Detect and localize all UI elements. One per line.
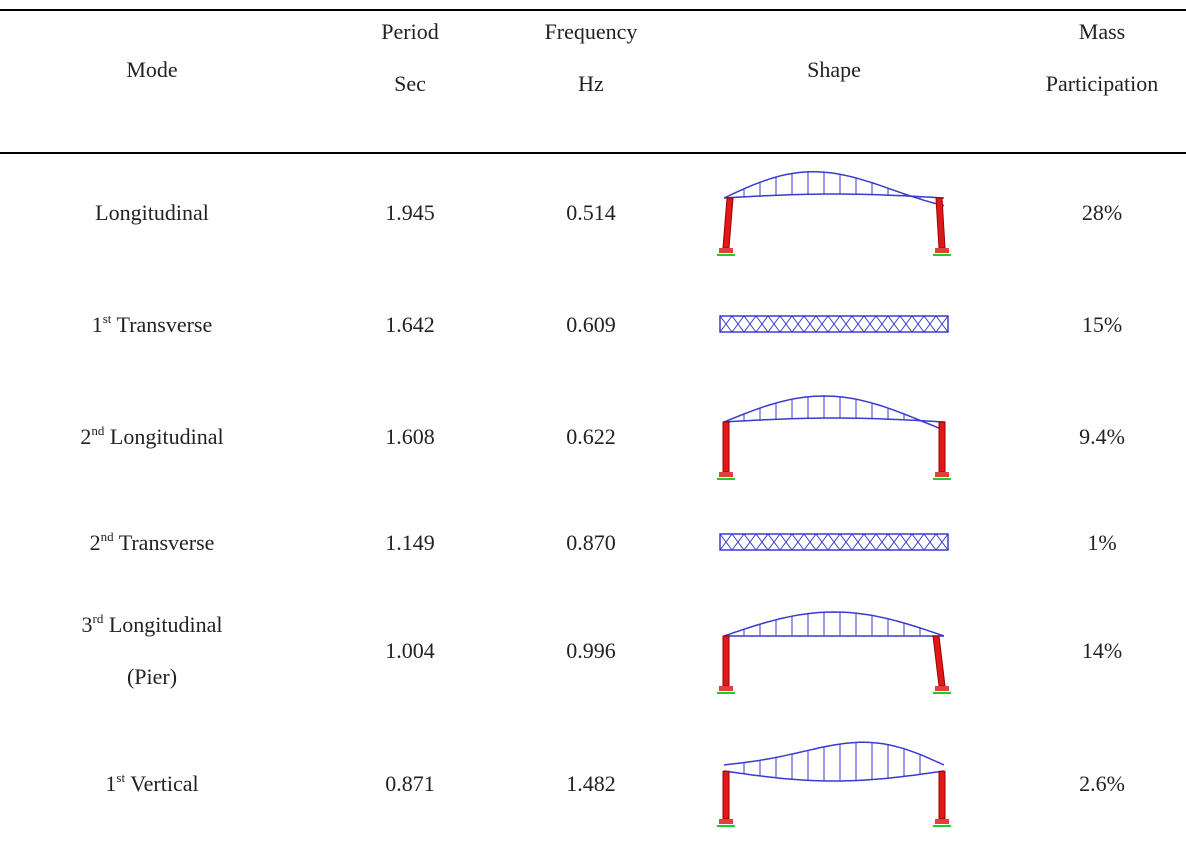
mode-text: Longitudinal: [95, 200, 209, 225]
header-cell: PeriodSec: [381, 6, 438, 110]
mass-cell: 1%: [1087, 517, 1116, 569]
mode-ordinal: 2: [90, 530, 101, 555]
shape-part: [724, 194, 944, 198]
shape-part: [724, 771, 944, 781]
mass-cell: 15%: [1082, 299, 1122, 351]
mode-cell: Longitudinal: [95, 187, 209, 239]
shape-part: [719, 819, 733, 824]
mass-cell: 14%: [1082, 625, 1122, 677]
shape-part: [719, 248, 733, 253]
header-text: Hz: [545, 58, 638, 110]
header-text: Shape: [807, 44, 861, 96]
mass-cell: 28%: [1082, 187, 1122, 239]
mode-cell: 1st Transverse: [92, 299, 213, 351]
mode-shape: [714, 392, 954, 482]
mode-shape: [714, 168, 954, 258]
shape-part: [723, 198, 733, 248]
header-cell: Shape: [807, 44, 861, 96]
shape-part: [935, 472, 949, 477]
shape-part: [935, 686, 949, 691]
header-rule: [0, 152, 1186, 154]
mode-shape: [714, 280, 954, 370]
header-text: Participation: [1046, 58, 1158, 110]
period-cell: 1.642: [385, 299, 435, 351]
period-cell: 1.608: [385, 411, 435, 463]
shape-part: [939, 771, 945, 819]
shape-part: [724, 396, 944, 430]
mode-ordinal: 2: [80, 424, 91, 449]
mode-text: Longitudinal: [109, 612, 223, 637]
period-cell: 1.945: [385, 187, 435, 239]
shape-part: [939, 422, 945, 472]
mode-cell: 2nd Longitudinal: [80, 411, 223, 463]
mass-cell: 2.6%: [1079, 758, 1125, 810]
mode-shape: [714, 606, 954, 696]
mode-text: Transverse: [119, 530, 215, 555]
period-cell: 1.149: [385, 517, 435, 569]
shape-part: [935, 248, 949, 253]
header-text: Frequency: [545, 6, 638, 58]
mode-shape: [714, 498, 954, 588]
period-cell: 1.004: [385, 625, 435, 677]
frequency-cell: 1.482: [566, 758, 616, 810]
header-cell: Mode: [126, 44, 177, 96]
mode-ordinal-suffix: nd: [101, 529, 114, 544]
mode-ordinal: 3: [82, 612, 93, 637]
shape-part: [935, 819, 949, 824]
mode-cell: 2nd Transverse: [90, 517, 215, 569]
shape-part: [723, 771, 729, 819]
page: (() => { const data = JSON.parse(documen…: [0, 0, 1186, 867]
shape-part: [723, 422, 729, 472]
frequency-cell: 0.514: [566, 187, 616, 239]
frequency-cell: 0.622: [566, 411, 616, 463]
header-cell: MassParticipation: [1046, 6, 1158, 110]
mode-line: 1st Vertical: [105, 758, 198, 810]
shape-part: [724, 742, 944, 765]
mode-text: Transverse: [117, 312, 213, 337]
mode-line: 3rd Longitudinal: [82, 599, 223, 651]
shape-part: [933, 636, 945, 686]
mode-text: Longitudinal: [110, 424, 224, 449]
shape-part: [723, 636, 729, 686]
mode-cell: 1st Vertical: [105, 758, 198, 810]
header-text: Mode: [126, 44, 177, 96]
frequency-cell: 0.996: [566, 625, 616, 677]
mode-cell: 3rd Longitudinal(Pier): [82, 599, 223, 703]
mode-ordinal: 1: [105, 771, 116, 796]
mode-line: Longitudinal: [95, 187, 209, 239]
mode-ordinal: 1: [92, 312, 103, 337]
mode-shape: [714, 739, 954, 829]
mode-text: Vertical: [130, 771, 198, 796]
period-cell: 0.871: [385, 758, 435, 810]
shape-part: [724, 612, 944, 636]
mode-line-2: (Pier): [82, 651, 223, 703]
header-text: Sec: [381, 58, 438, 110]
mode-ordinal-suffix: st: [116, 770, 125, 785]
mode-ordinal-suffix: rd: [93, 611, 104, 626]
frequency-cell: 0.870: [566, 517, 616, 569]
mode-line: 2nd Transverse: [90, 517, 215, 569]
mass-cell: 9.4%: [1079, 411, 1125, 463]
mode-line: 2nd Longitudinal: [80, 411, 223, 463]
shape-part: [724, 172, 944, 206]
header-text: Period: [381, 6, 438, 58]
mode-ordinal-suffix: st: [103, 311, 112, 326]
mode-ordinal-suffix: nd: [91, 423, 104, 438]
shape-part: [719, 472, 733, 477]
mode-line: 1st Transverse: [92, 299, 213, 351]
shape-part: [724, 418, 944, 422]
shape-part: [719, 686, 733, 691]
header-text: Mass: [1046, 6, 1158, 58]
frequency-cell: 0.609: [566, 299, 616, 351]
